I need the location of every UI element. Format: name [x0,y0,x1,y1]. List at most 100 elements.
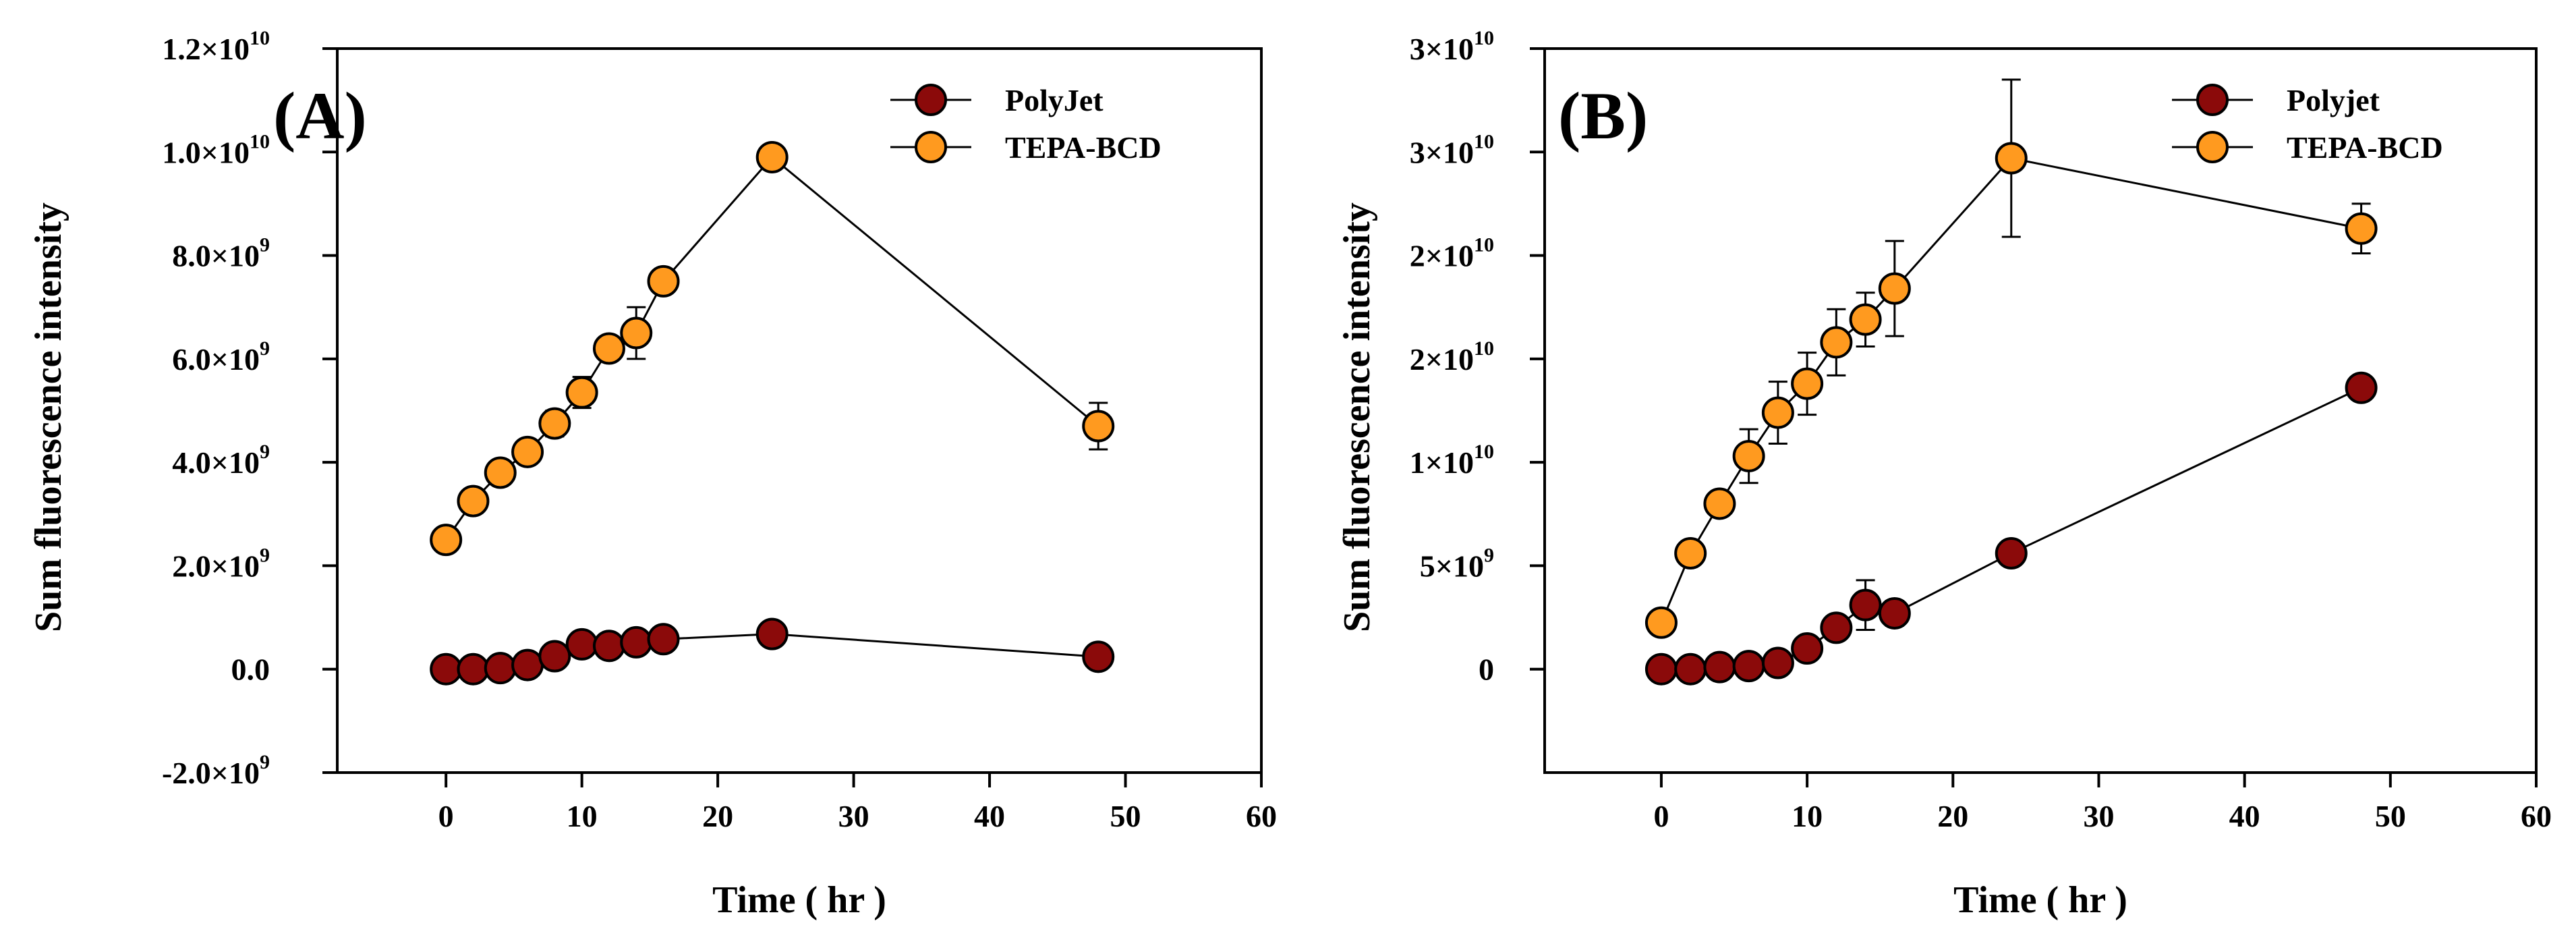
x-tick-label: 30 [2083,799,2114,833]
data-point [1995,537,2028,570]
plot-frame [336,47,1263,774]
y-tick-label: 1×1010 [1410,441,1494,480]
panel-label: (A) [273,78,367,153]
legend-marker [915,84,947,116]
data-point [1674,537,1707,570]
x-tick-label: 10 [567,799,598,833]
y-tick-label: 1.0×1010 [162,130,270,169]
data-point [620,625,653,659]
x-tick-label: 50 [2375,799,2406,833]
data-point [484,456,517,489]
data-point [592,630,625,663]
x-axis-title: Time ( hr ) [1953,879,2127,921]
data-point [1878,272,1911,305]
series-line-tepa-bcd [445,155,1099,540]
y-tick-label: 3×1010 [1410,130,1494,169]
legend-entry-tepa-bcd: TEPA-BCD [890,130,1162,165]
data-point [430,652,463,686]
data-point [1732,439,1765,472]
x-tick-label: 40 [2229,799,2260,833]
y-tick-label: 2×1010 [1410,234,1494,273]
y-tick-label: 2.0×109 [172,544,270,583]
x-tick-label: 20 [702,799,733,833]
y-tick-label: 2×1010 [1410,337,1494,377]
x-tick-label: 20 [1937,799,1968,833]
legend-entry-polyjet: PolyJet [890,83,1104,117]
legend-entry-polyjet: Polyjet [2172,83,2380,117]
data-point [1644,606,1678,639]
x-tick-label: 60 [1246,799,1277,833]
y-tick-label: 0 [1479,652,1494,687]
legend-entry-tepa-bcd: TEPA-BCD [2172,130,2443,165]
data-point [1849,303,1882,336]
data-point [620,316,653,350]
data-point [565,628,598,661]
data-point [1732,650,1765,683]
x-tick-label: 0 [1653,799,1669,833]
y-axis-title: Sum fluorescence intensity [28,202,69,632]
data-point [1849,588,1882,621]
data-point [538,640,571,673]
x-axis-title: Time ( hr ) [712,879,886,921]
data-point [1761,396,1794,429]
data-point [1820,611,1853,644]
data-point [1761,646,1794,679]
legend-marker [2196,131,2229,163]
data-point [1878,596,1911,630]
data-point [1703,487,1736,520]
x-tick-label: 0 [438,799,454,833]
x-tick-label: 30 [838,799,869,833]
data-point [1082,640,1115,673]
series-tepa-bcd [1644,78,2378,639]
y-tick-label: 1.2×1010 [162,27,270,66]
data-point [647,265,680,298]
data-point [565,376,598,409]
legend-label: Polyjet [2287,83,2380,117]
plot-frame [1543,47,2538,774]
data-point [484,652,517,685]
data-point [2345,371,2378,404]
legend-marker [915,131,947,163]
series-polyjet [430,617,1115,686]
data-point [1674,652,1707,686]
y-tick-label: -2.0×109 [162,751,270,790]
y-tick-label: 8.0×109 [172,234,270,273]
legend-label: TEPA-BCD [1005,130,1162,165]
y-axis-title: Sum fluorescence intensity [1336,202,1378,632]
chart-panel-b: (B) 0 10 20 30 40 50 60 0 5×109 1×1010 2×1010 2×1010… [1336,27,2552,921]
data-point [538,407,571,440]
y-tick-label: 3×1010 [1410,27,1494,66]
data-point [1082,410,1115,443]
data-point [592,332,625,365]
data-point [457,484,490,518]
panel-label: (B) [1558,78,1648,153]
legend-marker [2196,84,2229,116]
series-polyjet [1644,371,2378,686]
data-point [1703,650,1736,684]
x-tick-label: 40 [974,799,1005,833]
y-tick-label: 6.0×109 [172,337,270,377]
x-tick-label: 60 [2521,799,2552,833]
data-point [430,524,463,557]
data-point [1791,367,1824,400]
data-point [1644,652,1678,686]
data-point [2345,212,2378,245]
data-point [1791,632,1824,665]
data-point [457,652,490,686]
series-tepa-bcd [430,140,1115,557]
data-point [755,617,789,650]
y-tick-label: 4.0×109 [172,441,270,480]
legend-label: TEPA-BCD [2287,130,2443,165]
legend-label: PolyJet [1005,83,1104,117]
y-tick-label: 5×109 [1420,544,1494,583]
x-tick-label: 10 [1792,799,1823,833]
data-point [647,623,680,656]
data-point [511,648,544,681]
data-point [511,435,544,468]
data-point [1995,142,2028,175]
data-point [755,140,789,173]
y-tick-label: 0.0 [231,652,270,687]
x-tick-label: 50 [1110,799,1141,833]
chart-panel-a: (A) 0 10 20 30 40 50 60 -2.0×109 0.0 2.0×109 4.0×10… [28,27,1277,921]
